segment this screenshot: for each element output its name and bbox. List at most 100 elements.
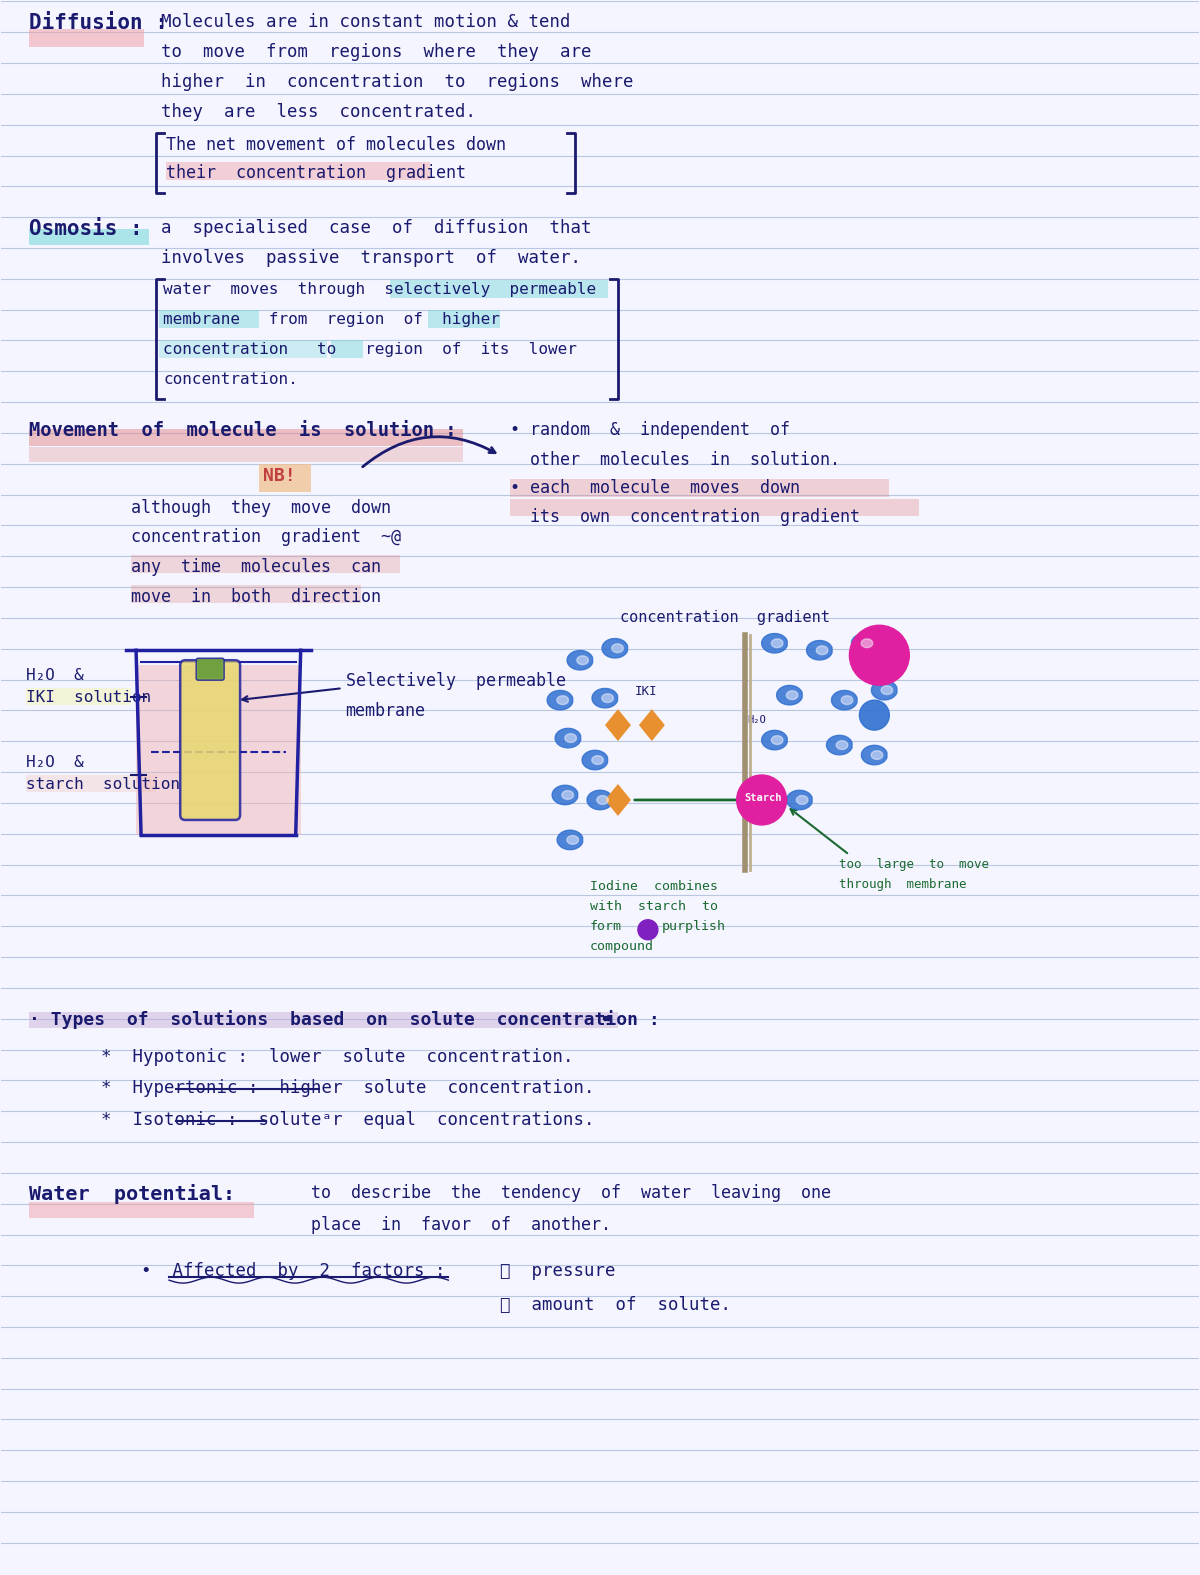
Text: a  specialised  case  of  diffusion  that: a specialised case of diffusion that [161, 219, 592, 236]
Polygon shape [547, 690, 572, 710]
FancyBboxPatch shape [259, 463, 311, 491]
Text: concentration  gradient: concentration gradient [620, 611, 830, 625]
FancyBboxPatch shape [29, 1011, 618, 1027]
Polygon shape [862, 639, 872, 647]
Circle shape [859, 701, 889, 731]
Polygon shape [762, 731, 787, 750]
Text: involves  passive  transport  of  water.: involves passive transport of water. [161, 249, 581, 266]
FancyBboxPatch shape [180, 660, 240, 821]
Polygon shape [596, 795, 608, 805]
FancyBboxPatch shape [390, 280, 608, 298]
Text: Osmosis :: Osmosis : [29, 219, 143, 239]
Circle shape [737, 775, 786, 825]
Text: IKI  solution: IKI solution [26, 690, 151, 706]
Text: NB!: NB! [263, 466, 295, 485]
Polygon shape [565, 734, 576, 742]
FancyBboxPatch shape [160, 310, 259, 328]
Polygon shape [827, 736, 852, 754]
Polygon shape [557, 830, 583, 849]
Text: H₂O  &: H₂O & [26, 754, 84, 770]
Text: Molecules are in constant motion & tend: Molecules are in constant motion & tend [161, 13, 570, 32]
FancyBboxPatch shape [29, 428, 463, 446]
Text: H₂O  &: H₂O & [26, 668, 84, 684]
Text: form: form [590, 920, 622, 932]
Text: H₂O: H₂O [748, 715, 767, 725]
Polygon shape [841, 696, 853, 704]
FancyBboxPatch shape [196, 658, 224, 680]
Polygon shape [566, 835, 578, 844]
Text: concentration   to   region  of  its  lower: concentration to region of its lower [163, 342, 577, 358]
Text: *  Hypertonic :  higher  solute  concentration.: * Hypertonic : higher solute concentrati… [101, 1079, 595, 1098]
Polygon shape [786, 691, 798, 699]
FancyBboxPatch shape [131, 556, 401, 573]
Text: they  are  less  concentrated.: they are less concentrated. [161, 104, 476, 121]
Text: any  time  molecules  can: any time molecules can [131, 559, 382, 576]
FancyBboxPatch shape [29, 228, 149, 246]
Polygon shape [556, 728, 581, 748]
Text: too  large  to  move: too large to move [840, 858, 990, 871]
Text: to  describe  the  tendency  of  water  leaving  one: to describe the tendency of water leavin… [311, 1184, 830, 1202]
Text: compound: compound [590, 940, 654, 953]
Text: concentration  gradient  ~@: concentration gradient ~@ [131, 529, 401, 547]
FancyBboxPatch shape [510, 479, 889, 496]
Text: ②  amount  of  solute.: ② amount of solute. [500, 1296, 731, 1314]
Text: • random  &  independent  of: • random & independent of [510, 421, 791, 439]
FancyBboxPatch shape [510, 499, 919, 517]
Polygon shape [776, 685, 802, 706]
Polygon shape [557, 696, 569, 704]
Text: •  Affected  by  2  factors :: • Affected by 2 factors : [142, 1262, 445, 1280]
Polygon shape [562, 791, 574, 800]
FancyBboxPatch shape [136, 665, 301, 835]
Circle shape [638, 920, 658, 940]
Text: place  in  favor  of  another.: place in favor of another. [311, 1216, 611, 1235]
Polygon shape [871, 751, 883, 759]
FancyBboxPatch shape [331, 340, 362, 358]
Text: Starch: Starch [745, 792, 782, 803]
Text: *  Isotonic :  soluteᵃr  equal  concentrations.: * Isotonic : soluteᵃr equal concentratio… [101, 1112, 595, 1129]
Polygon shape [638, 709, 665, 742]
Polygon shape [772, 736, 782, 745]
FancyBboxPatch shape [166, 162, 431, 180]
Text: The net movement of molecules down: The net movement of molecules down [166, 135, 506, 154]
FancyBboxPatch shape [428, 310, 500, 328]
Polygon shape [592, 688, 618, 707]
Text: Water  potential:: Water potential: [29, 1184, 235, 1205]
Text: starch  solution: starch solution [26, 776, 180, 792]
Text: membrane   from  region  of  higher: membrane from region of higher [163, 312, 500, 328]
Polygon shape [582, 750, 607, 770]
Polygon shape [816, 646, 828, 655]
FancyBboxPatch shape [26, 688, 131, 706]
Text: *  Hypotonic :  lower  solute  concentration.: * Hypotonic : lower solute concentration… [101, 1047, 574, 1066]
Polygon shape [852, 633, 877, 654]
Polygon shape [602, 638, 628, 658]
Polygon shape [806, 641, 832, 660]
Polygon shape [871, 680, 896, 699]
Text: higher  in  concentration  to  regions  where: higher in concentration to regions where [161, 74, 634, 91]
FancyBboxPatch shape [29, 1202, 254, 1217]
Polygon shape [836, 740, 847, 750]
Polygon shape [797, 795, 808, 805]
Text: its  own  concentration  gradient: its own concentration gradient [510, 509, 860, 526]
Text: purplish: purplish [662, 920, 726, 932]
Text: other  molecules  in  solution.: other molecules in solution. [510, 450, 840, 469]
FancyBboxPatch shape [131, 586, 360, 603]
Polygon shape [832, 690, 857, 710]
FancyBboxPatch shape [198, 660, 222, 679]
Text: membrane: membrane [346, 702, 426, 720]
Circle shape [850, 625, 910, 685]
FancyBboxPatch shape [29, 30, 144, 47]
Text: Iodine  combines: Iodine combines [590, 880, 718, 893]
Text: ①  pressure: ① pressure [500, 1262, 616, 1280]
Text: water  moves  through  selectively  permeable: water moves through selectively permeabl… [163, 282, 596, 298]
Text: with  starch  to: with starch to [590, 899, 718, 914]
Text: through  membrane: through membrane [840, 877, 967, 891]
FancyBboxPatch shape [160, 340, 326, 358]
Polygon shape [605, 784, 631, 816]
Polygon shape [552, 786, 577, 805]
Polygon shape [787, 791, 812, 810]
Polygon shape [577, 655, 588, 665]
Polygon shape [881, 685, 893, 695]
Text: to  move  from  regions  where  they  are: to move from regions where they are [161, 44, 592, 61]
Text: · Types  of  solutions  based  on  solute  concentration :: · Types of solutions based on solute con… [29, 1010, 660, 1028]
FancyBboxPatch shape [26, 775, 156, 792]
